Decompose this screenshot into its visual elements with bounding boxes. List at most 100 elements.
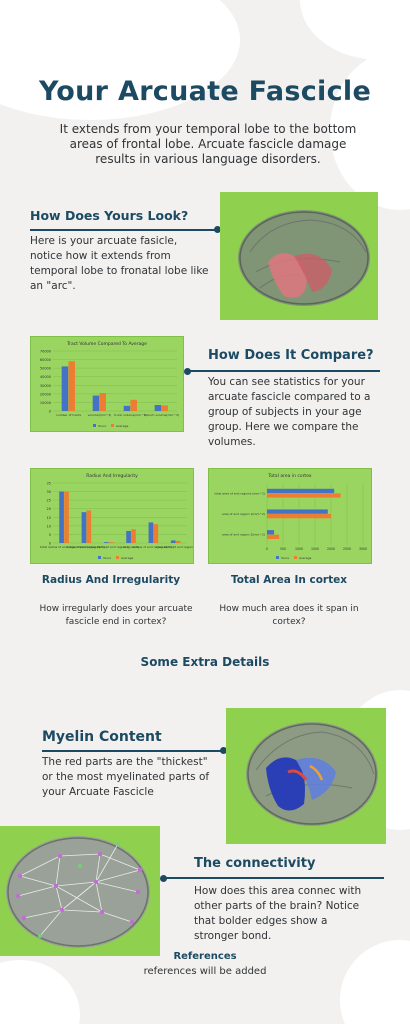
bar-yours [267,530,275,535]
bar-average [68,361,75,411]
y-tick-label: 30 [47,490,51,494]
bar-average [267,534,280,539]
x-tick-label: 2500 [343,547,351,551]
chart-tract-volume: Tract Volume Compared To Average 0 10000 20… [30,336,184,432]
section-area-heading: Total Area In cortex [230,574,348,586]
y-tick-label: total area of end regions (mm^2) [214,491,265,495]
bar-average [153,524,159,543]
legend-label: Average [121,556,133,560]
x-tick-label: 500 [280,547,286,551]
chart-title: Tract Volume Compared To Average [66,341,147,347]
bar-yours [267,488,335,494]
x-tick-label: irregularity of end region 2 [156,545,193,549]
chart-total-area: Total area in cortex 0 500 1000 1500 2000 2500… [208,468,372,564]
bar-yours [81,512,87,543]
legend-swatch [93,424,96,427]
chart-title: Total area in cortex [267,473,311,479]
page-title: Your Arcuate Fascicle [38,76,372,107]
bar-average [64,491,69,543]
y-tick-label: 60000 [40,358,51,362]
y-tick-label: 0 [49,542,51,546]
x-tick-label: radius of end region 2(mm) [133,545,174,549]
y-tick-label: 10 [47,524,51,528]
y-tick-label: 35 [47,482,51,486]
section-radius-heading: Radius And Irregularity [41,574,181,586]
bar-average [267,493,341,498]
bar-average [175,540,181,543]
connector-dot [220,747,227,754]
section-look-connector [30,229,218,231]
section-radius-text: How irregularly does your arcuate fascic… [39,604,193,627]
y-tick-label: 15 [47,516,51,520]
y-tick-label: 50000 [40,367,51,371]
legend-swatch [116,556,119,559]
legend-label: Yours [98,424,106,428]
bar-average [99,393,106,411]
x-tick-label: number of tracts [56,413,82,417]
x-tick-label: 2000 [327,547,335,551]
bar-yours [61,366,69,411]
background-blob [300,0,410,60]
bar-yours [267,509,328,514]
section-compare-text: You can see statistics for your arcuate … [208,376,371,448]
section-look-text: Here is your arcuate fasicle, notice how… [30,235,209,292]
x-tick-label: volume(mm^3) [88,413,112,417]
connectivity-connector [164,877,384,879]
myelin-heading: Myelin Content [42,729,162,745]
y-tick-label: area of end region 1(mm^2) [222,512,265,516]
y-tick-label: 5 [49,533,51,537]
y-tick-label: 10000 [40,401,51,405]
connector-dot [184,368,191,375]
legend-label: Yours [103,556,111,560]
page-subtitle: It extends from your temporal lobe to th… [59,122,357,166]
bar-yours [123,405,131,411]
connector-dot [214,226,221,233]
extra-details-heading: Some Extra Details [140,655,270,669]
y-tick-label: 20000 [40,392,51,396]
y-tick-label: 20 [47,507,51,511]
section-compare-connector [188,370,380,372]
y-tick-label: area of end region 2(mm^2) [222,533,265,537]
legend-label: Average [299,556,311,560]
x-tick-label: branch volume(mm^3) [144,413,179,417]
references-heading: References [173,951,237,962]
connectivity-text: How does this area connec with other par… [194,885,362,942]
bar-average [131,529,136,543]
section-look-heading: How Does Yours Look? [30,208,189,223]
brain-connectivity-image [0,826,160,956]
bar-average [161,405,168,411]
chart-title: Radius And Irregularity [86,473,138,479]
x-tick-label: irregularity of end region 1 [89,545,129,549]
bar-yours [103,542,109,543]
myelin-text: The red parts are the "thickest" or the … [42,756,210,798]
bar-average [130,399,137,411]
bar-yours [92,395,100,411]
legend-swatch [294,556,297,559]
section-compare-heading: How Does It Compare? [208,348,374,363]
x-tick-label: 0 [266,547,268,551]
y-tick-label: 30000 [40,384,51,388]
bar-average [267,514,331,519]
y-tick-label: 70000 [40,350,51,354]
x-tick-label: 1000 [295,547,303,551]
y-tick-label: 40000 [40,375,51,379]
x-tick-label: irregularity [123,545,140,549]
legend-label: Yours [281,556,289,560]
y-tick-label: 0 [49,410,51,414]
bar-yours [59,491,64,543]
bar-average [86,510,92,543]
connector-dot [160,875,167,882]
section-area-text: How much area does it span in cortex? [219,604,359,627]
bar-average [108,542,114,543]
x-tick-label: radius of end region 2(mm) [66,545,107,549]
chart-radius-irregularity: Radius And Irregularity 0 5 10 15 20 25 30 35 tot… [30,468,194,564]
legend-swatch [276,556,279,559]
brain-arcuate-image [220,192,378,320]
x-tick-label: 3000 [359,547,367,551]
myelin-connector [42,750,222,752]
legend-swatch [111,424,114,427]
y-tick-label: 25 [47,499,51,503]
references-text: references will be added [143,966,267,977]
legend-label: Average [116,424,128,428]
